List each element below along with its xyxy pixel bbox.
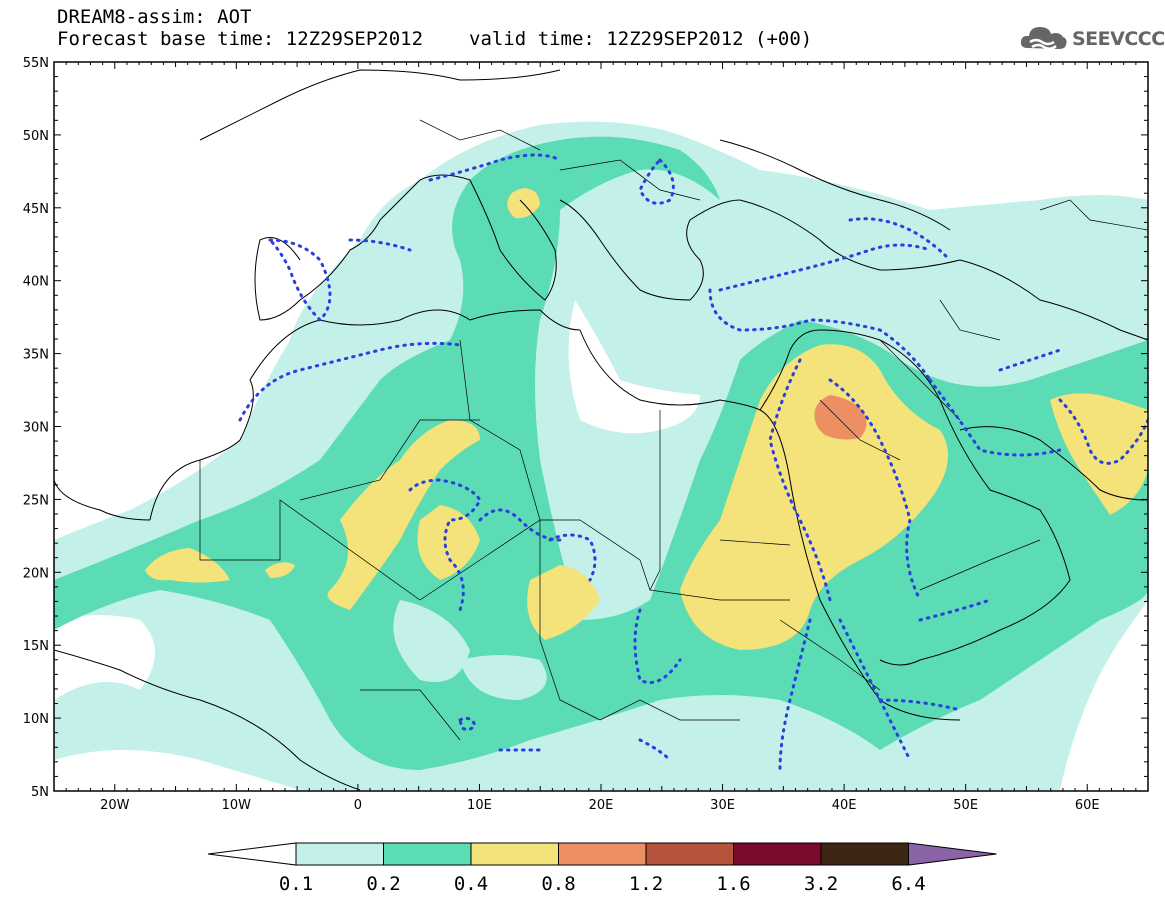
lat-label: 55N: [23, 56, 49, 71]
lat-label: 45N: [23, 202, 49, 217]
cloud-icon: [1020, 27, 1067, 50]
longitude-labels: 20W 10W 0 10E 20E 30E 40E 50E 60E: [100, 798, 1100, 813]
colorbar-high-arrow: [908, 842, 997, 866]
colorbar-label: 0.2: [366, 873, 400, 895]
colorbar-swatch: [733, 842, 822, 866]
colorbar-label: 3.2: [804, 873, 838, 895]
lon-label: 20W: [100, 798, 130, 813]
aot-band-0.4: [417, 505, 480, 580]
lat-label: 5N: [31, 785, 49, 800]
lat-label: 10N: [23, 712, 49, 727]
colorbar-low-arrow: [207, 842, 297, 866]
lon-label: 20E: [589, 798, 614, 813]
country-borders: [199, 119, 1148, 741]
colorbar-label: 6.4: [891, 873, 925, 895]
axis-ticks: [53, 61, 1149, 792]
colorbar-swatch: [820, 842, 909, 866]
lat-label: 30N: [23, 421, 49, 436]
map-title: DREAM8-assim: AOT: [57, 6, 252, 28]
lon-label: 10E: [467, 798, 492, 813]
valid-time: valid time: 12Z29SEP2012 (+00): [469, 28, 813, 50]
aot-pocket: [393, 600, 470, 682]
lat-label: 40N: [23, 275, 49, 290]
aot-band-0.4: [145, 548, 230, 583]
forecast-base-time: Forecast base time: 12Z29SEP2012: [57, 28, 424, 50]
aot-clear-area: [568, 300, 700, 434]
colorbar-swatch: [558, 842, 647, 866]
colorbar-label: 1.2: [629, 873, 663, 895]
lon-label: 50E: [953, 798, 978, 813]
colorbar: 0.1 0.2 0.4 0.8 1.2 1.6 3.2 6.4: [207, 842, 997, 895]
aot-band-0.2: [54, 136, 1148, 770]
lon-label: 30E: [710, 798, 735, 813]
aot-band-0.8: [814, 395, 867, 440]
coastlines: [54, 69, 1148, 791]
lat-label: 50N: [23, 129, 49, 144]
aot-band-0.4: [527, 565, 600, 640]
aot-band-0.4: [265, 562, 295, 578]
aot-band-0.4: [680, 344, 948, 650]
lon-label: 40E: [832, 798, 857, 813]
colorbar-label: 0.4: [454, 873, 488, 895]
aot-band-0.4: [1050, 393, 1148, 515]
aot-band-0.4: [327, 420, 480, 610]
lon-label: 0: [354, 798, 362, 813]
lat-label: 35N: [23, 348, 49, 363]
seevccc-logo: SEEVCCC: [1018, 22, 1165, 60]
lon-label: 10W: [222, 798, 252, 813]
lon-label: 60E: [1075, 798, 1100, 813]
colorbar-swatch: [470, 842, 559, 866]
aot-pocket: [460, 655, 547, 700]
colorbar-swatch: [383, 842, 472, 866]
colorbar-swatch: [645, 842, 734, 866]
logo-text: SEEVCCC: [1072, 28, 1165, 50]
lat-label: 20N: [23, 566, 49, 581]
colorbar-label: 1.6: [716, 873, 750, 895]
aot-clear-area: [1060, 600, 1148, 790]
colorbar-label: 0.1: [279, 873, 313, 895]
lat-label: 15N: [23, 639, 49, 654]
lat-label: 25N: [23, 493, 49, 508]
dust-contour: [238, 153, 1148, 772]
colorbar-label: 0.8: [541, 873, 575, 895]
latitude-labels: 55N 50N 45N 40N 35N 30N 25N 20N 15N 10N 5N: [23, 56, 49, 800]
forecast-times: Forecast base time: 12Z29SEP2012 valid ti…: [57, 28, 812, 50]
aot-clear-area: [54, 615, 155, 700]
aot-field: [54, 69, 1148, 791]
colorbar-swatch: [295, 842, 384, 866]
